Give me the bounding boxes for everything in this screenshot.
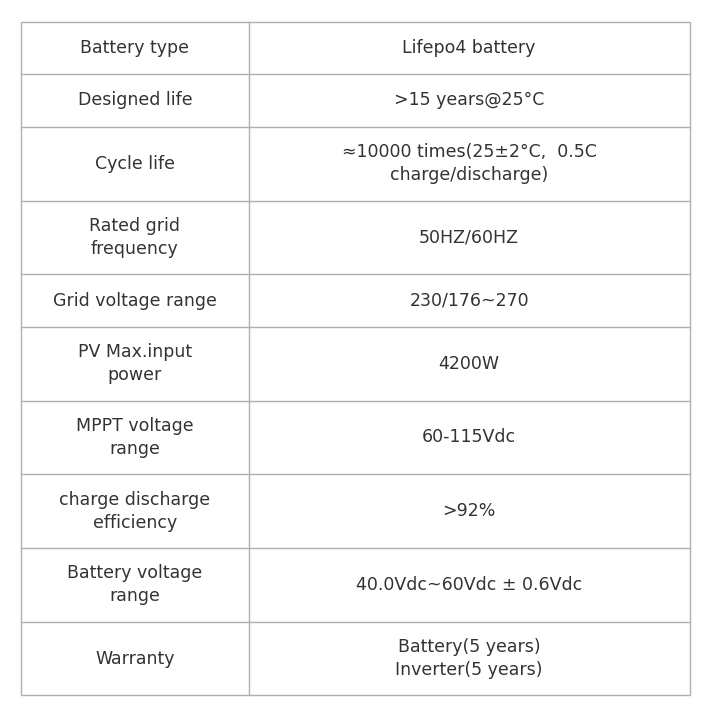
Text: 40.0Vdc~60Vdc ± 0.6Vdc: 40.0Vdc~60Vdc ± 0.6Vdc (356, 576, 582, 594)
Text: Battery(5 years)
Inverter(5 years): Battery(5 years) Inverter(5 years) (395, 638, 543, 679)
Text: MPPT voltage
range: MPPT voltage range (76, 417, 194, 458)
Text: Warranty: Warranty (95, 650, 175, 668)
Text: Battery voltage
range: Battery voltage range (68, 564, 203, 605)
Text: Rated grid
frequency: Rated grid frequency (90, 217, 181, 258)
Text: Lifepo4 battery: Lifepo4 battery (402, 39, 536, 57)
Text: Battery type: Battery type (80, 39, 189, 57)
Text: 60-115Vdc: 60-115Vdc (422, 429, 516, 447)
Text: Grid voltage range: Grid voltage range (53, 292, 217, 310)
Text: 50HZ/60HZ: 50HZ/60HZ (419, 229, 519, 247)
Text: 4200W: 4200W (439, 355, 500, 373)
Text: charge discharge
efficiency: charge discharge efficiency (60, 490, 210, 531)
Text: Designed life: Designed life (77, 92, 192, 110)
Text: Cycle life: Cycle life (95, 155, 175, 173)
Text: PV Max.input
power: PV Max.input power (78, 343, 192, 384)
Text: ≈10000 times(25±2°C,  0.5C
charge/discharge): ≈10000 times(25±2°C, 0.5C charge/dischar… (342, 143, 597, 184)
Text: >92%: >92% (442, 502, 496, 521)
Text: 230/176~270: 230/176~270 (410, 292, 529, 310)
Text: >15 years@25°C: >15 years@25°C (394, 92, 545, 110)
